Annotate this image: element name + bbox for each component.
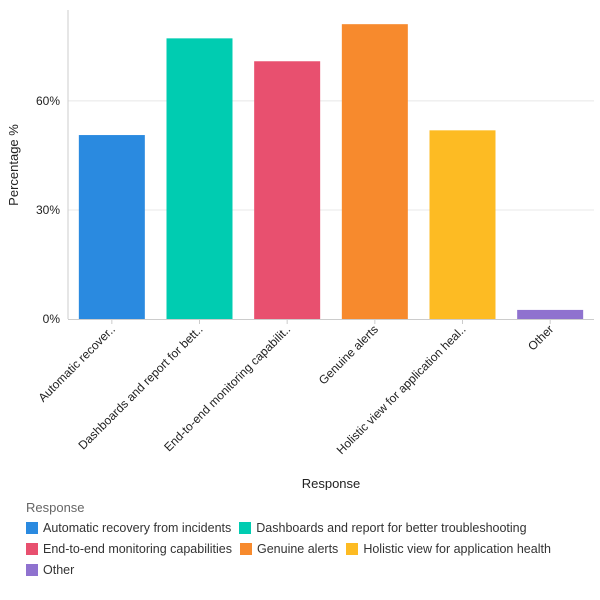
- legend-label: Genuine alerts: [257, 542, 339, 556]
- x-axis-title: Response: [302, 476, 361, 490]
- legend-label: Automatic recovery from incidents: [43, 521, 232, 535]
- y-tick-label: 0%: [43, 312, 61, 326]
- bar[interactable]: [429, 130, 496, 319]
- bar[interactable]: [341, 24, 408, 320]
- legend-swatch: [239, 522, 252, 534]
- bar[interactable]: [78, 135, 145, 319]
- legend-swatch: [346, 543, 359, 555]
- bar[interactable]: [254, 61, 321, 319]
- legend-item[interactable]: Dashboards and report for better trouble…: [239, 521, 527, 535]
- x-tick-label: Genuine alerts: [316, 322, 381, 387]
- legend-label: Dashboards and report for better trouble…: [256, 521, 527, 535]
- legend-item[interactable]: Genuine alerts: [240, 542, 338, 556]
- y-axis-title: Percentage %: [6, 124, 21, 206]
- legend-item[interactable]: Holistic view for application health: [346, 542, 551, 556]
- bar[interactable]: [166, 38, 233, 320]
- legend-item[interactable]: Automatic recovery from incidents: [26, 521, 231, 535]
- x-tick-label: Other: [525, 322, 556, 353]
- legend-label: Holistic view for application health: [363, 542, 551, 556]
- legend-item[interactable]: End-to-end monitoring capabilities: [26, 542, 232, 556]
- legend-title: Response: [26, 500, 85, 515]
- legend-item[interactable]: Other: [26, 563, 74, 577]
- legend-swatch: [26, 564, 38, 576]
- y-tick-label: 60%: [36, 94, 60, 108]
- legend-label: Other: [43, 563, 75, 577]
- legend-swatch: [26, 522, 38, 534]
- y-tick-label: 30%: [36, 203, 60, 217]
- bar[interactable]: [517, 309, 584, 319]
- x-tick-label: Automatic recover..: [35, 322, 118, 405]
- legend-label: End-to-end monitoring capabilities: [43, 542, 232, 556]
- legend: Response Automatic recovery from inciden…: [26, 500, 551, 584]
- bar-chart: 0%30%60% Automatic recover..Dashboards a…: [6, 10, 594, 491]
- legend-swatch: [240, 543, 252, 555]
- legend-swatch: [26, 543, 38, 555]
